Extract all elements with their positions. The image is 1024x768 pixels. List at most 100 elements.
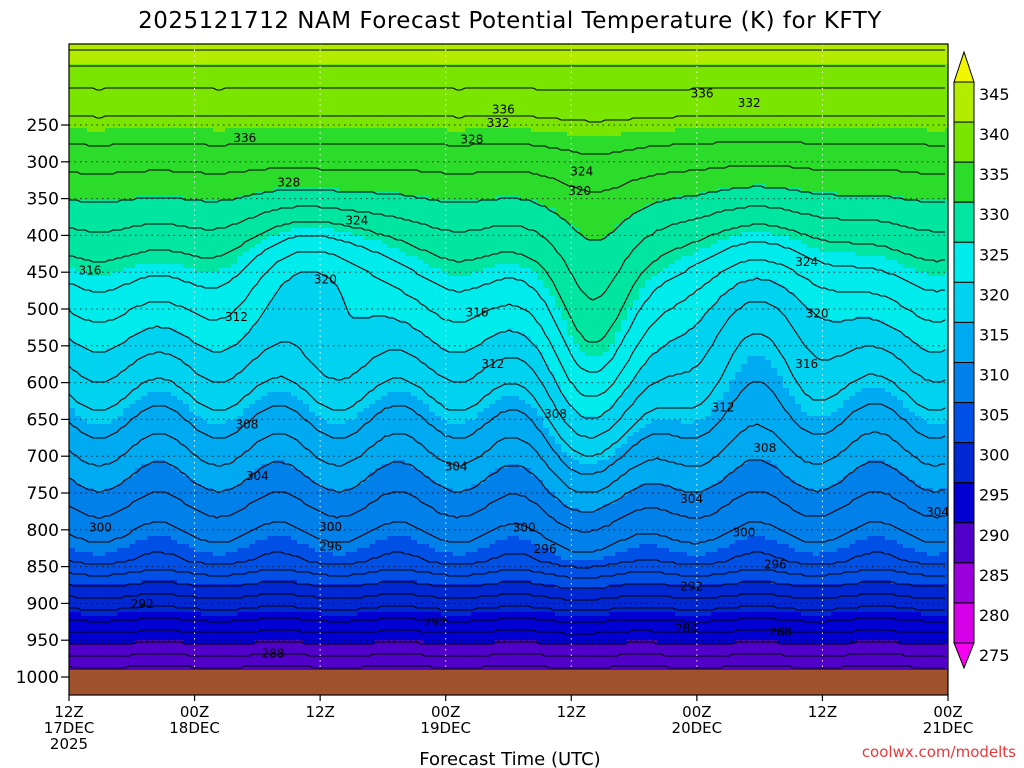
band-cell	[531, 60, 538, 65]
band-cell	[867, 80, 874, 85]
band-cell	[753, 44, 760, 49]
band-cell	[87, 148, 94, 153]
band-cell	[795, 92, 802, 97]
band-cell	[273, 140, 280, 145]
band-cell	[249, 96, 256, 101]
band-cell	[735, 172, 742, 177]
band-cell	[153, 104, 160, 109]
band-cell	[381, 136, 388, 141]
band-cell	[945, 80, 948, 85]
band-cell	[525, 144, 532, 149]
band-cell	[759, 72, 766, 77]
band-cell	[837, 60, 844, 65]
band-cell	[225, 120, 232, 125]
band-cell	[237, 120, 244, 125]
band-cell	[261, 112, 268, 117]
band-cell	[597, 100, 604, 105]
band-cell	[891, 128, 898, 133]
band-cell	[255, 72, 262, 77]
band-cell	[591, 76, 598, 81]
band-cell	[399, 108, 406, 113]
band-cell	[513, 156, 520, 161]
band-cell	[357, 44, 364, 49]
band-cell	[393, 132, 400, 137]
band-cell	[159, 76, 166, 81]
band-cell	[231, 108, 238, 113]
band-cell	[945, 172, 948, 177]
band-cell	[783, 88, 790, 93]
band-cell	[321, 144, 328, 149]
band-cell	[93, 72, 100, 77]
band-cell	[825, 148, 832, 153]
band-cell	[261, 44, 268, 49]
band-cell	[789, 176, 796, 181]
band-cell	[543, 52, 550, 57]
band-cell	[651, 148, 658, 153]
band-cell	[285, 88, 292, 93]
band-cell	[75, 88, 82, 93]
band-cell	[399, 44, 406, 49]
band-cell	[525, 52, 532, 57]
band-cell	[537, 148, 544, 153]
band-cell	[69, 68, 76, 73]
band-cell	[147, 160, 154, 165]
band-cell	[579, 56, 586, 61]
band-cell	[273, 100, 280, 105]
band-cell	[177, 128, 184, 133]
band-cell	[825, 116, 832, 121]
band-cell	[435, 56, 442, 61]
band-cell	[435, 144, 442, 149]
band-cell	[297, 168, 304, 173]
band-cell	[699, 104, 706, 109]
band-cell	[801, 92, 808, 97]
band-cell	[165, 176, 172, 181]
band-cell	[201, 112, 208, 117]
band-cell	[729, 92, 736, 97]
band-cell	[513, 80, 520, 85]
band-cell	[843, 172, 850, 177]
band-cell	[315, 136, 322, 141]
band-cell	[603, 72, 610, 77]
band-cell	[75, 76, 82, 81]
band-cell	[645, 132, 652, 137]
band-cell	[375, 80, 382, 85]
band-cell	[249, 68, 256, 73]
band-cell	[489, 96, 496, 101]
band-cell	[447, 96, 454, 101]
band-cell	[741, 72, 748, 77]
band-cell	[189, 132, 196, 137]
band-cell	[831, 76, 838, 81]
band-cell	[921, 84, 928, 89]
band-cell	[831, 44, 838, 49]
band-cell	[675, 152, 682, 157]
band-cell	[843, 96, 850, 101]
band-cell	[609, 148, 616, 153]
band-cell	[87, 160, 94, 165]
band-cell	[777, 160, 784, 165]
band-cell	[525, 96, 532, 101]
band-cell	[249, 44, 256, 49]
band-cell	[849, 156, 856, 161]
band-cell	[717, 88, 724, 93]
band-cell	[699, 136, 706, 141]
band-cell	[561, 176, 568, 181]
band-cell	[567, 156, 574, 161]
band-cell	[585, 168, 592, 173]
band-cell	[81, 140, 88, 145]
band-cell	[231, 96, 238, 101]
band-cell	[297, 132, 304, 137]
band-cell	[405, 108, 412, 113]
band-cell	[489, 172, 496, 177]
band-cell	[615, 56, 622, 61]
band-cell	[417, 156, 424, 161]
band-cell	[933, 160, 940, 165]
band-cell	[441, 56, 448, 61]
band-cell	[681, 84, 688, 89]
band-cell	[261, 156, 268, 161]
band-cell	[465, 100, 472, 105]
band-cell	[81, 72, 88, 77]
band-cell	[663, 80, 670, 85]
band-cell	[909, 108, 916, 113]
band-cell	[141, 76, 148, 81]
